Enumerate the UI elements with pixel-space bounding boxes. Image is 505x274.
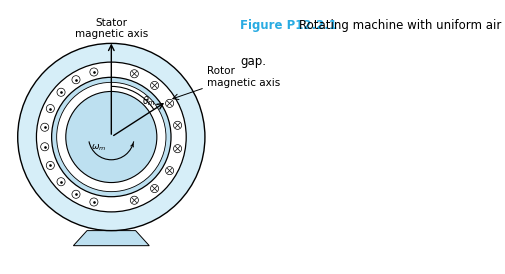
Ellipse shape: [57, 178, 65, 186]
Ellipse shape: [173, 121, 181, 129]
Ellipse shape: [90, 68, 98, 76]
Text: Rotating machine with uniform air: Rotating machine with uniform air: [298, 19, 500, 32]
Ellipse shape: [57, 82, 166, 192]
Text: Stator
magnetic axis: Stator magnetic axis: [75, 18, 147, 39]
Text: $\theta_m$: $\theta_m$: [141, 95, 156, 108]
Ellipse shape: [40, 143, 48, 151]
Ellipse shape: [36, 62, 186, 212]
Ellipse shape: [90, 198, 98, 206]
Ellipse shape: [40, 123, 48, 131]
Ellipse shape: [72, 76, 80, 84]
Ellipse shape: [165, 99, 173, 107]
Ellipse shape: [18, 43, 205, 231]
Ellipse shape: [150, 184, 158, 193]
Polygon shape: [73, 231, 149, 246]
Ellipse shape: [46, 104, 54, 113]
Text: gap.: gap.: [240, 55, 266, 68]
Ellipse shape: [57, 88, 65, 96]
Ellipse shape: [46, 161, 54, 170]
Text: Figure P12.2.1: Figure P12.2.1: [240, 19, 337, 32]
Ellipse shape: [72, 190, 80, 198]
Ellipse shape: [150, 81, 158, 90]
Text: $\omega_m$: $\omega_m$: [91, 143, 106, 153]
Ellipse shape: [165, 167, 173, 175]
Ellipse shape: [130, 70, 138, 78]
Text: Rotor
magnetic axis: Rotor magnetic axis: [207, 66, 280, 87]
Ellipse shape: [66, 92, 157, 182]
Ellipse shape: [130, 196, 138, 204]
Ellipse shape: [173, 145, 181, 153]
Ellipse shape: [52, 77, 171, 197]
